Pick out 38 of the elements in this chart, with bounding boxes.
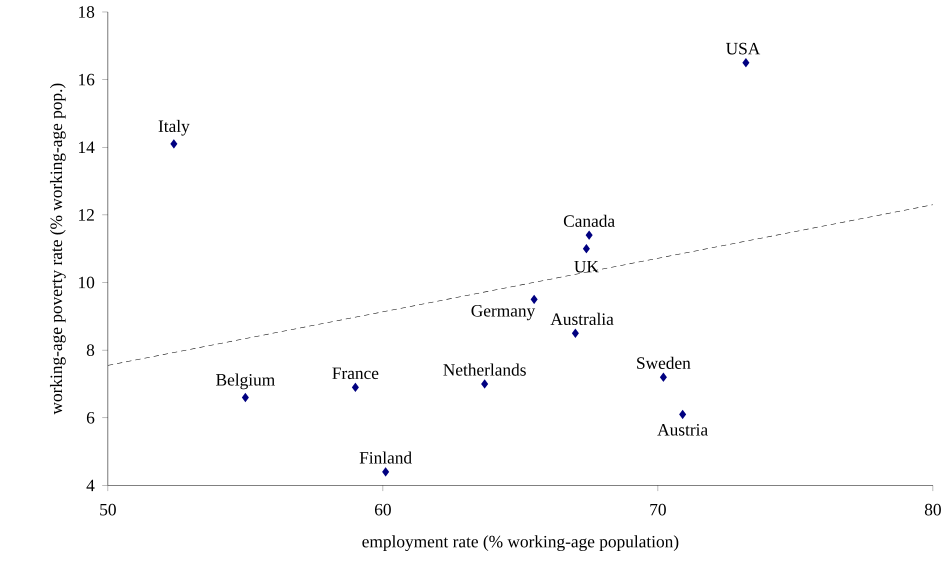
y-tick-label: 6 (86, 412, 94, 424)
x-axis-title: employment rate (% working-age population) (362, 535, 678, 551)
point (660, 372, 667, 382)
annotation: USA (726, 42, 760, 54)
annotation: Belgium (216, 373, 275, 390)
x-tick-label: 60 (374, 504, 391, 516)
point (530, 294, 538, 304)
annotation: Australia (550, 312, 614, 325)
point (382, 467, 390, 476)
point (481, 379, 488, 388)
y-tick-label: 4 (86, 480, 95, 491)
point (572, 328, 579, 338)
annotation: Austria (657, 424, 708, 436)
y-tick-label: 12 (79, 208, 94, 220)
annotation: France (332, 367, 378, 379)
point (586, 230, 593, 240)
annotation: Netherlands (443, 363, 526, 376)
annotation: UK (574, 260, 599, 272)
x-tick-label: 50 (100, 504, 116, 516)
y-axis-title: working-age poverty rate (% working-age pop.) (50, 83, 66, 414)
point (170, 139, 178, 148)
y-tick-label: 16 (79, 74, 94, 86)
annotation: Italy (158, 120, 190, 136)
point (352, 382, 359, 392)
point (242, 392, 249, 402)
x-tick-label: 80 (924, 504, 941, 516)
annotation: Sweden (637, 356, 691, 369)
point (679, 410, 686, 419)
annotation: Germany (472, 304, 536, 320)
point (582, 244, 590, 254)
y-tick-label: 14 (79, 141, 95, 153)
y-tick-label: 8 (86, 344, 94, 356)
annotation: Finland (360, 451, 412, 464)
x-tick-label: 70 (650, 504, 666, 516)
y-tick-label: 10 (79, 276, 94, 288)
y-tick-label: 18 (79, 6, 94, 18)
annotation: Canada (564, 214, 615, 227)
point (742, 58, 750, 68)
